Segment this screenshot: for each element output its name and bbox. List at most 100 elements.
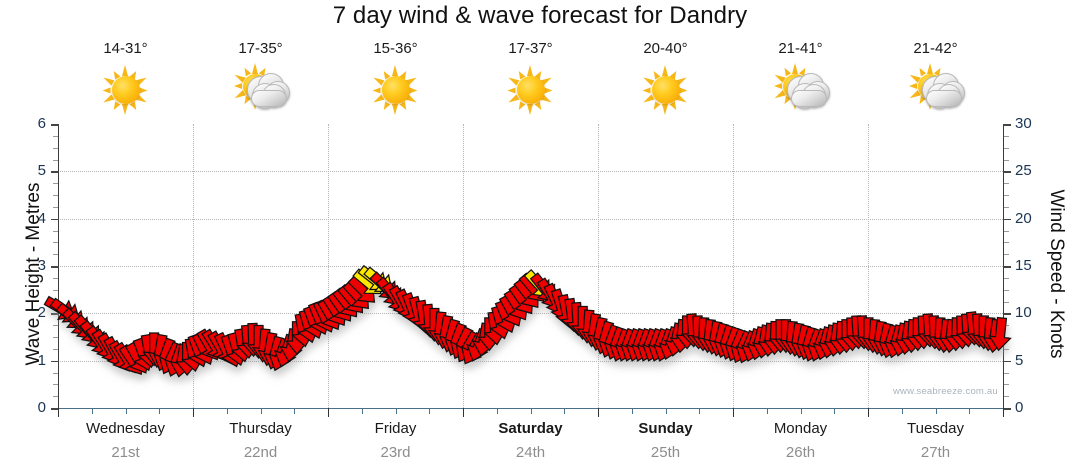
wind-arrow xyxy=(323,295,347,326)
y2-axis-tick-major xyxy=(1003,408,1011,410)
y-axis-tick-minor xyxy=(53,206,58,208)
y-axis-tick-minor xyxy=(53,147,58,149)
x-axis-tick-day xyxy=(58,408,59,417)
y-axis-tick-minor xyxy=(53,195,58,196)
x-axis-tick-minor xyxy=(294,408,296,414)
right-axis-title: Wind Speed - Knots xyxy=(1046,189,1067,359)
wind-arrow xyxy=(109,340,132,371)
x-axis-day-date: 26th xyxy=(785,444,816,461)
wind-arrow xyxy=(581,312,606,348)
wind-arrow xyxy=(483,311,507,346)
x-axis-tick-minor xyxy=(564,408,566,414)
wind-arrow xyxy=(389,285,413,317)
x-axis-tick-minor xyxy=(91,408,93,414)
wind-arrow xyxy=(786,323,808,356)
y-axis-tick-label: 2 xyxy=(37,304,46,322)
wind-arrow xyxy=(775,319,797,353)
wind-arrow xyxy=(949,315,974,350)
wind-arrow xyxy=(450,327,473,359)
wind-arrow xyxy=(382,282,407,312)
gridline-horizontal xyxy=(58,360,1003,362)
wind-arrow xyxy=(978,317,1000,351)
wind-arrow xyxy=(418,304,440,338)
wind-arrow xyxy=(686,315,711,350)
wind-arrow xyxy=(274,334,296,367)
y2-axis-tick-minor xyxy=(1004,348,1009,350)
wind-arrow xyxy=(412,299,436,335)
partly-cloudy-icon xyxy=(905,62,967,118)
x-axis-day-name: Tuesday xyxy=(907,420,964,437)
partly-cloudy-icon xyxy=(230,62,292,118)
y-axis-tick-minor xyxy=(53,348,58,350)
wind-arrow xyxy=(85,324,111,356)
y2-axis-tick-minor xyxy=(1004,206,1009,208)
y2-axis-tick-minor xyxy=(1004,183,1009,185)
y2-axis-tick-minor xyxy=(1004,135,1009,137)
x-axis-tick-day xyxy=(868,408,869,417)
wind-arrow xyxy=(818,324,840,358)
y-axis-tick-minor xyxy=(53,396,58,398)
wind-arrow xyxy=(504,289,528,320)
wind-arrow xyxy=(614,327,638,362)
wind-arrow xyxy=(201,328,227,361)
wind-arrow xyxy=(478,317,500,351)
wind-arrow xyxy=(582,313,604,347)
wind-arrow xyxy=(97,332,122,365)
wind-arrow xyxy=(114,342,138,373)
gridline-horizontal xyxy=(58,266,1003,267)
wind-arrow xyxy=(220,333,244,368)
x-axis-tick-day xyxy=(328,408,329,417)
wind-arrow xyxy=(44,296,75,320)
wind-arrow xyxy=(889,322,913,357)
wind-arrow xyxy=(154,338,175,371)
temperature-range: 14-31° xyxy=(103,40,148,57)
y-axis-tick-label: 4 xyxy=(37,209,46,227)
wind-arrow xyxy=(698,319,720,353)
x-axis-tick-day xyxy=(598,408,599,417)
y2-axis-tick-label: 30 xyxy=(1015,115,1032,132)
day-header: 20-40° xyxy=(599,40,733,122)
wind-arrow xyxy=(962,311,984,345)
wind-arrow xyxy=(703,321,725,354)
wind-arrow xyxy=(713,324,737,359)
wind-arrow xyxy=(929,317,951,351)
y-axis-tick-major xyxy=(51,266,59,268)
cloud-glyph xyxy=(905,62,967,118)
wind-arrow xyxy=(466,327,489,362)
wind-arrow xyxy=(232,328,254,362)
x-axis-tick-minor xyxy=(665,408,667,414)
gridline-vertical xyxy=(598,124,599,408)
wind-arrow xyxy=(395,288,419,322)
wind-arrow xyxy=(654,328,675,361)
wind-arrow xyxy=(176,342,198,376)
wind-arrow xyxy=(461,332,486,365)
wind-arrow xyxy=(653,327,676,362)
day-header: 21-42° xyxy=(869,40,1003,122)
y2-axis-tick-minor xyxy=(1004,325,1009,327)
wind-arrow xyxy=(292,313,314,347)
wind-arrow xyxy=(86,325,110,356)
wind-arrow xyxy=(751,324,776,359)
wind-arrow-peak xyxy=(524,269,550,298)
wind-arrow xyxy=(828,320,853,356)
wind-arrow xyxy=(741,328,763,361)
wind-arrow xyxy=(878,324,902,359)
wind-arrow xyxy=(348,275,375,303)
x-axis-tick-minor xyxy=(901,408,903,414)
wind-arrow xyxy=(945,317,967,351)
wind-arrow xyxy=(714,324,735,358)
y-axis-tick-label: 1 xyxy=(37,351,46,369)
wind-arrow xyxy=(938,318,963,354)
wind-arrow xyxy=(175,341,200,377)
wind-arrow xyxy=(625,327,649,362)
wind-arrow xyxy=(332,288,357,317)
wind-arrow xyxy=(43,295,76,321)
wind-arrow xyxy=(537,278,561,309)
y2-axis-tick-label: 20 xyxy=(1015,209,1032,227)
wind-arrow xyxy=(757,322,782,357)
wind-arrow xyxy=(691,317,716,352)
wind-arrow xyxy=(188,334,210,367)
wind-arrow xyxy=(536,277,562,310)
wind-arrow xyxy=(917,313,941,348)
y2-axis-tick-minor xyxy=(1004,159,1009,161)
